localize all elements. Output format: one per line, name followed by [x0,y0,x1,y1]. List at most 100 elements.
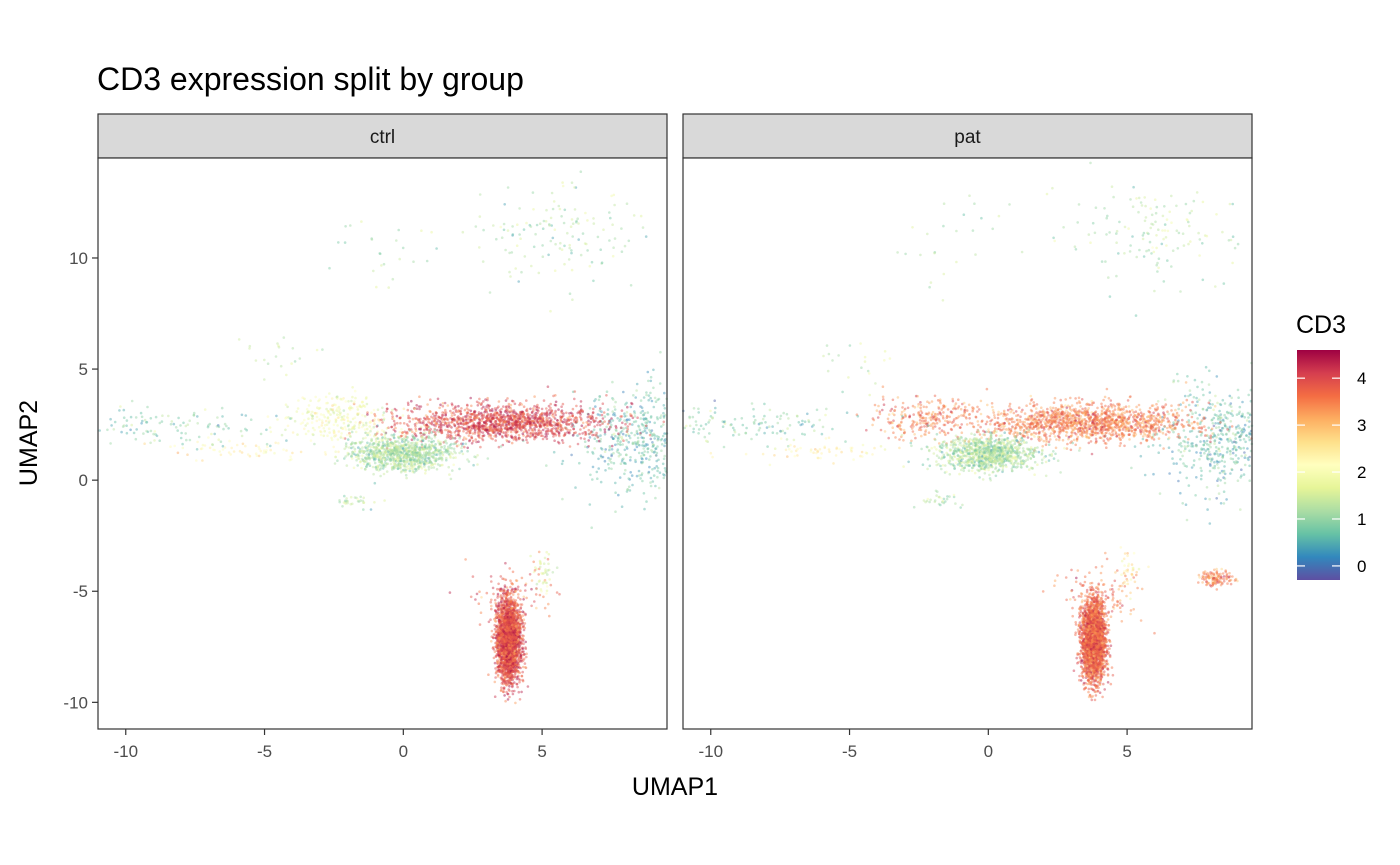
cell-point [533,435,537,439]
cell-point [540,407,544,411]
cell-point [509,421,513,425]
cell-point [579,170,583,173]
cell-point [632,394,635,397]
cell-point [576,434,579,437]
cell-point [662,476,666,480]
cell-point [433,462,437,466]
cell-point [480,437,484,440]
cell-point [346,416,350,420]
cell-point [356,408,360,411]
cell-point [632,214,636,217]
cell-point [464,442,468,446]
cell-point [478,426,481,429]
cell-point [656,417,659,421]
cell-point [545,434,548,438]
cell-point [513,416,516,420]
cell-point [477,425,481,429]
cell-point [630,401,633,405]
cell-point [481,424,484,428]
cell-point [389,462,393,466]
cell-point [511,692,515,696]
cell-point [490,423,493,427]
cell-point [358,440,362,444]
cell-point [637,469,641,473]
cell-point [475,414,479,417]
cell-point [526,415,530,418]
cell-point [491,429,495,433]
cell-point [529,432,532,435]
cell-point [521,411,524,414]
cell-point [413,432,416,435]
cell-point [449,456,452,459]
cell-point [603,430,607,434]
cell-point [313,411,317,415]
cell-point [501,415,505,419]
cell-point [521,647,525,650]
cell-point [655,459,658,463]
cell-point [601,417,605,420]
cell-point [639,477,642,480]
cell-point [109,442,112,445]
cell-point [407,424,410,428]
cell-point [485,426,488,430]
cell-point [473,414,476,417]
cell-point [387,426,390,430]
cell-point [525,409,528,412]
cell-point [494,427,498,431]
cell-point [513,426,517,430]
cell-point [303,427,306,431]
cell-point [412,407,416,410]
cell-point [512,409,516,412]
cell-point [443,444,446,448]
cell-point [474,413,477,417]
cell-point [608,446,612,450]
cell-point [640,472,644,475]
cell-point [516,413,519,417]
cell-point [488,291,492,294]
cell-point [571,390,575,394]
cell-point [373,418,376,421]
cell-point [368,425,372,428]
cell-point [509,416,513,419]
cell-point [590,260,594,264]
cell-point [410,438,414,442]
cell-point [296,407,300,410]
cell-point [511,424,514,428]
cell-point [351,386,354,389]
cell-point [450,435,453,438]
cell-point [285,373,288,377]
cell-point [439,425,443,429]
cell-point [557,408,560,411]
cell-point [400,462,403,466]
cell-point [477,424,481,428]
cell-point [445,417,448,420]
cell-point [393,453,396,457]
cell-point [415,417,418,420]
cell-point [456,433,460,437]
cell-point [377,443,380,447]
cell-point [615,426,618,430]
cell-point [588,406,592,410]
cell-point [626,425,630,428]
cell-point [476,463,479,466]
cell-point [646,419,650,423]
cell-point [545,414,549,418]
cell-point [383,436,387,439]
cell-point [307,417,310,421]
cell-point [553,439,556,443]
cell-point [497,423,501,427]
cell-point [496,406,499,410]
cell-point [541,411,544,415]
cell-point [464,422,468,426]
cell-point [524,417,527,420]
cell-point [571,423,575,427]
cell-point [366,457,370,460]
cell-point [301,412,305,416]
cell-point [625,414,628,418]
cell-point [289,417,292,420]
cell-point [640,460,643,464]
cell-point [207,436,210,439]
cell-point [545,437,549,441]
cell-point [554,242,557,246]
cell-point [362,404,365,407]
